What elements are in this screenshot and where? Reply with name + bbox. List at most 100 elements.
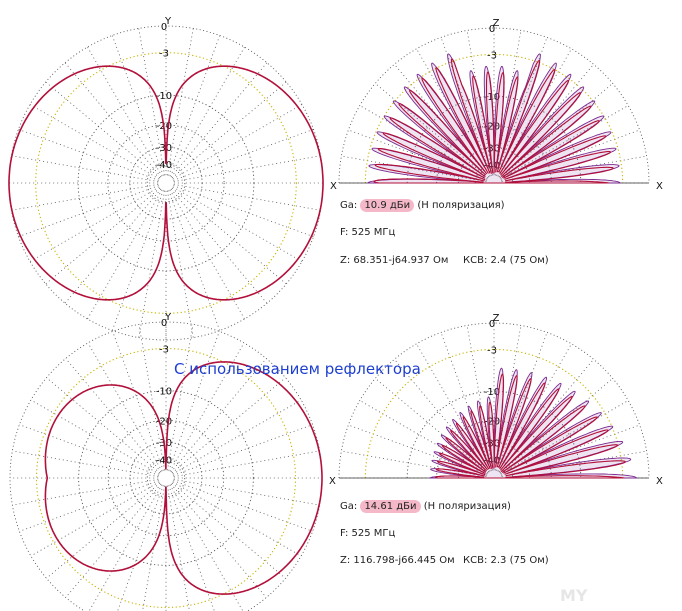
grid-spoke xyxy=(11,183,159,211)
grid-spoke xyxy=(375,378,489,474)
ring-label: 0 xyxy=(489,24,495,35)
ring-label: -10 xyxy=(156,91,172,102)
grid-spoke xyxy=(497,48,572,177)
impedance-top: Z: 68.351-j64.937 Ом xyxy=(340,255,449,266)
grid-spoke xyxy=(466,30,494,176)
grid-ring xyxy=(35,347,297,609)
ring-label: -30 xyxy=(484,143,500,154)
grid-spoke xyxy=(11,155,159,183)
grid-spoke xyxy=(173,450,320,478)
grid-spoke xyxy=(497,343,572,472)
gain-line-bottom: Ga: 14.61 дБи (Н поляризация) xyxy=(340,500,511,513)
ring-label: -20 xyxy=(484,122,500,133)
grid-ring xyxy=(78,390,254,566)
grid-spoke xyxy=(111,190,164,331)
gain-label: Ga: xyxy=(340,200,358,211)
grid-spoke xyxy=(359,105,488,180)
grid-ring xyxy=(338,322,650,479)
grid-ring xyxy=(474,164,514,184)
pattern-curve xyxy=(44,361,323,595)
ring-label: -3 xyxy=(487,345,497,356)
ring-label: -3 xyxy=(487,50,497,61)
grid-spoke xyxy=(87,342,163,472)
axis-label-top: Y xyxy=(164,16,172,27)
grid-spoke xyxy=(166,324,194,471)
grid-spoke xyxy=(170,358,267,473)
grid-spoke xyxy=(170,483,267,598)
ring-label: -40 xyxy=(156,455,172,466)
grid-spoke xyxy=(19,424,159,476)
ring-label: -20 xyxy=(484,417,500,428)
grid-spoke xyxy=(30,399,160,475)
vswr-top: КСВ: 2.4 (75 Ом) xyxy=(463,255,549,266)
ring-label: 0 xyxy=(489,319,495,330)
grid-spoke xyxy=(168,190,221,331)
grid-spoke xyxy=(45,187,161,285)
grid-ring xyxy=(474,459,514,479)
grid-spoke xyxy=(18,185,159,238)
grid-spoke xyxy=(170,62,268,178)
grid-spoke xyxy=(112,331,164,471)
grid-spoke xyxy=(29,186,160,262)
pattern-lobes-overlay xyxy=(434,373,626,479)
grid-spoke xyxy=(142,485,166,611)
grid-spoke xyxy=(496,332,548,471)
grid-spoke xyxy=(171,377,286,474)
grid-spoke xyxy=(117,485,164,611)
ring-label: -10 xyxy=(156,387,172,398)
grid-ring xyxy=(8,25,324,341)
ring-label: 0 xyxy=(161,22,167,33)
ring-label: -30 xyxy=(156,143,172,154)
ring-label: -10 xyxy=(484,387,500,398)
axis-label-right: X xyxy=(330,181,337,192)
grid-spoke xyxy=(500,400,629,475)
axis-label-top: Z xyxy=(493,313,500,324)
grid-spoke xyxy=(170,188,268,304)
grid-ring xyxy=(146,458,186,498)
grid-spoke xyxy=(440,37,492,176)
vswr-bottom: КСВ: 2.3 (75 Ом) xyxy=(463,555,549,566)
axis-label-right: X xyxy=(656,476,663,487)
grid-ring xyxy=(77,94,255,272)
gain-label: Ga: xyxy=(340,501,358,512)
grid-spoke xyxy=(172,104,303,180)
pattern-curve xyxy=(8,65,324,301)
grid-spoke xyxy=(166,485,190,611)
grid-spoke xyxy=(466,325,494,471)
grid-spoke xyxy=(496,37,548,176)
grid-spoke xyxy=(173,424,313,476)
grid-spoke xyxy=(173,478,320,506)
grid-spoke xyxy=(168,331,220,471)
ring-label: -3 xyxy=(159,345,169,356)
grid-spoke xyxy=(111,35,164,176)
grid-ring xyxy=(107,419,225,537)
grid-spoke xyxy=(500,105,629,180)
grid-spoke xyxy=(440,332,492,471)
ring-label: -3 xyxy=(159,49,169,60)
grid-ring xyxy=(146,163,186,203)
grid-spoke xyxy=(169,342,245,472)
grid-spoke xyxy=(169,484,244,611)
polarization: (Н поляризация) xyxy=(417,200,505,211)
grid-spoke xyxy=(12,450,159,478)
axis-label-right: X xyxy=(329,476,336,487)
grid-spoke xyxy=(168,35,221,176)
grid-ring xyxy=(338,27,650,184)
grid-spoke xyxy=(341,450,487,478)
gain-line-top: Ga: 10.9 дБи (Н поляризация) xyxy=(340,199,505,212)
grid-ring xyxy=(107,124,225,242)
frequency-top: F: 525 МГц xyxy=(340,227,396,238)
grid-spoke xyxy=(87,46,163,177)
axis-label-right: X xyxy=(656,181,663,192)
ring-label: -20 xyxy=(156,416,172,427)
grid-ring xyxy=(436,420,552,479)
grid-spoke xyxy=(171,187,287,285)
grid-spoke xyxy=(173,480,313,532)
impedance-bottom: Z: 116.798-j66.445 Ом xyxy=(340,555,455,566)
grid-spoke xyxy=(45,81,161,179)
grid-spoke xyxy=(172,481,302,557)
grid-spoke xyxy=(172,399,302,475)
